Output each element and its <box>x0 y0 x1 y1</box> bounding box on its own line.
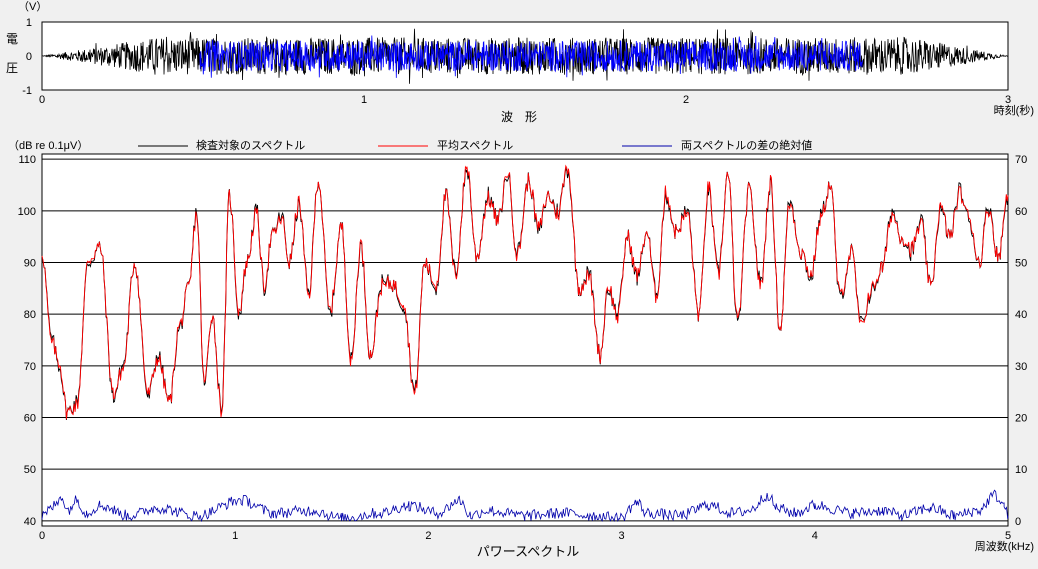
spectrum-y-tick-label: 50 <box>24 464 36 476</box>
spectrum-ylabel: （dB re 0.1μV） <box>8 139 88 152</box>
spectrum-y-tick-label: 110 <box>18 154 36 166</box>
spectrum-x-tick-label: 4 <box>812 530 818 542</box>
spectrum-y2-tick-label: 40 <box>1015 309 1027 321</box>
legend-label-inspected: 検査対象のスペクトル <box>196 138 305 152</box>
spectrum-y2-tick-label: 50 <box>1015 258 1027 270</box>
legend-label-average: 平均スペクトル <box>437 139 513 152</box>
spectrum-y-tick-label: 100 <box>18 206 36 218</box>
spectrum-chart: （dB re 0.1μV） 検査対象のスペクトル 平均スペクトル 両スペクトルの… <box>8 138 1034 559</box>
waveform-unit-label: （V） <box>18 0 47 13</box>
waveform-x-tick-label: 0 <box>39 94 45 106</box>
series-average-line <box>41 164 1009 420</box>
spectrum-y2-tick-labels: 70 60 50 40 30 20 10 0 <box>1015 154 1027 528</box>
spectrum-y2-tick-label: 10 <box>1015 464 1027 476</box>
waveform-y-tick-label: -1 <box>22 85 32 97</box>
spectrum-plot-area <box>41 153 1009 527</box>
waveform-ylabel-char-1: 電 <box>6 32 18 46</box>
waveform-xlabel: 波 形 <box>501 110 537 124</box>
legend-label-difference: 両スペクトルの差の絶対値 <box>681 138 812 152</box>
spectrum-y-tick-label: 60 <box>24 413 36 425</box>
waveform-ylabel-char-2: 圧 <box>6 61 18 75</box>
spectrum-x-unit-label: 周波数(kHz) <box>975 540 1034 553</box>
waveform-y-tick-label: 0 <box>26 51 32 63</box>
spectrum-y2-tick-label: 60 <box>1015 206 1027 218</box>
waveform-y-tick-label: 1 <box>26 17 32 29</box>
legend: 検査対象のスペクトル 平均スペクトル 両スペクトルの差の絶対値 <box>138 138 812 152</box>
waveform-x-tick-label: 3 <box>1005 94 1011 106</box>
spectrum-x-tick-label: 3 <box>619 530 625 542</box>
waveform-trace-segment <box>199 35 864 78</box>
spectrum-y2-tick-label: 70 <box>1015 154 1027 166</box>
waveform-chart: （V） 電 圧 1 0 -1 0 1 2 3 波 形 時刻(秒) <box>6 0 1034 124</box>
spectrum-y2-tick-label: 30 <box>1015 361 1027 373</box>
spectrum-y-tick-label: 40 <box>24 516 36 528</box>
waveform-y-tick-labels: 1 0 -1 <box>22 17 32 97</box>
spectrum-xlabel: パワースペクトル <box>477 544 579 559</box>
spectrum-x-tick-label: 0 <box>39 530 45 542</box>
waveform-x-tick-label: 2 <box>683 94 689 106</box>
spectrum-y-tick-label: 70 <box>24 361 36 373</box>
spectrum-x-tick-labels: 0 1 2 3 4 5 <box>39 530 1011 542</box>
series-difference-line <box>41 489 1009 523</box>
spectrum-y2-tick-label: 20 <box>1015 413 1027 425</box>
spectrum-y2-tick-label: 0 <box>1015 516 1021 528</box>
waveform-traces <box>42 28 1008 84</box>
waveform-x-unit-label: 時刻(秒) <box>994 103 1034 117</box>
spectrum-x-tick-label: 2 <box>425 530 431 542</box>
waveform-x-tick-label: 1 <box>361 94 367 106</box>
spectrum-y-tick-label: 90 <box>24 258 36 270</box>
spectrum-y-tick-labels: 110 100 90 80 70 60 50 40 <box>18 154 36 528</box>
spectrum-x-tick-label: 1 <box>232 530 238 542</box>
spectrum-x-tick-label: 5 <box>1005 530 1011 542</box>
spectrum-y-tick-label: 80 <box>24 309 36 321</box>
waveform-x-tick-labels: 0 1 2 3 <box>39 94 1011 106</box>
spectrum-traces <box>41 164 1009 523</box>
